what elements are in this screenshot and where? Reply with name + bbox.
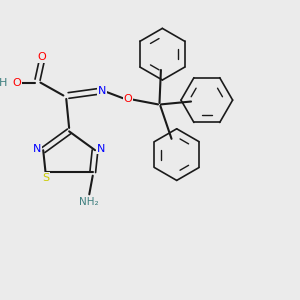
Text: NH₂: NH₂ [80, 197, 99, 207]
Text: N: N [98, 86, 106, 96]
Text: H: H [0, 78, 7, 88]
Text: N: N [97, 144, 105, 154]
Text: O: O [124, 94, 132, 104]
Text: O: O [13, 78, 21, 88]
Text: S: S [42, 173, 49, 183]
Text: N: N [33, 144, 42, 154]
Text: O: O [38, 52, 46, 62]
